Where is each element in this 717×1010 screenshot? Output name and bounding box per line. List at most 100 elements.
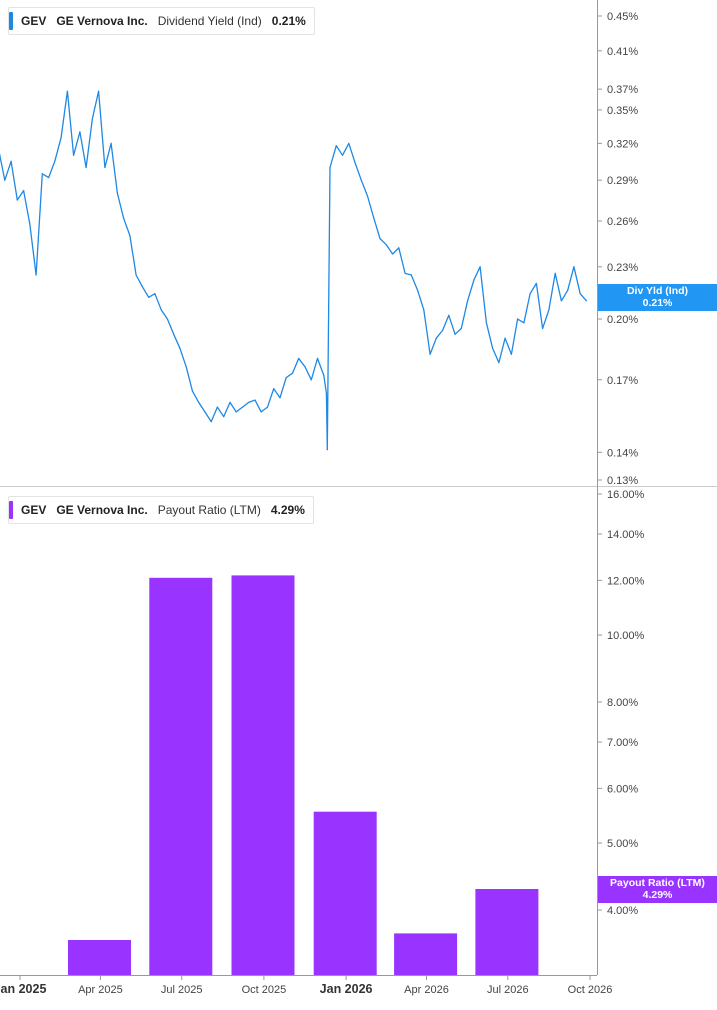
dividend-yield-point	[529, 293, 531, 295]
dividend-yield-point	[460, 327, 462, 330]
dividend-yield-point	[392, 253, 394, 255]
bottom-y-tick-label: 12.00%	[607, 575, 645, 587]
bottom-legend: GEV GE Vernova Inc. Payout Ratio (LTM) 4…	[8, 496, 314, 524]
dividend-yield-point	[191, 390, 193, 392]
dividend-yield-point	[229, 401, 231, 403]
dividend-yield-point	[366, 195, 369, 197]
dividend-yield-point	[4, 179, 6, 181]
top-y-tick-label: 0.14%	[607, 447, 638, 459]
x-tick-label: Jul 2025	[161, 984, 203, 996]
dividend-yield-point	[429, 353, 431, 355]
bottom-y-tick-label: 16.00%	[607, 489, 645, 501]
bottom-y-tick-label: 10.00%	[607, 630, 645, 642]
dividend-yield-point	[98, 90, 100, 92]
dividend-yield-point	[410, 274, 412, 276]
top-y-tick-label: 0.20%	[607, 314, 638, 326]
dividend-yield-point	[473, 279, 475, 281]
dividend-yield-point	[298, 357, 300, 359]
top-badge-label: Div Yld (Ind)	[626, 285, 689, 297]
dividend-yield-point	[423, 309, 425, 311]
dividend-yield-point	[154, 293, 156, 295]
bottom-legend-swatch	[9, 501, 13, 519]
dividend-yield-point	[91, 118, 93, 120]
dividend-yield-point	[498, 362, 500, 364]
dividend-yield-point	[266, 406, 269, 408]
top-legend-company: GE Vernova Inc.	[56, 14, 148, 28]
payout-ratio-bar	[394, 933, 458, 975]
dividend-yield-point	[29, 223, 31, 225]
dividend-yield-point	[485, 322, 487, 324]
dividend-yield-point	[560, 300, 563, 302]
dividend-yield-point	[204, 411, 206, 413]
dividend-yield-point	[492, 347, 494, 349]
dividend-yield-point	[442, 329, 444, 331]
top-y-tick-label: 0.41%	[607, 46, 638, 58]
dividend-yield-point	[435, 337, 437, 339]
payout-ratio-bar	[149, 577, 213, 975]
dividend-yield-point	[373, 217, 375, 219]
dividend-yield-point	[479, 266, 481, 268]
top-legend-value: 0.21%	[271, 14, 306, 28]
x-tick-label: Jan 2025	[0, 982, 46, 996]
payout-ratio-bar	[313, 811, 377, 975]
dividend-yield-point	[504, 337, 506, 339]
dividend-yield-point	[310, 379, 312, 381]
dividend-yield-point	[404, 272, 406, 274]
bottom-y-tick-label: 14.00%	[607, 529, 645, 541]
dividend-yield-point	[129, 235, 131, 237]
dividend-yield-point	[279, 397, 281, 399]
dividend-yield-point	[354, 162, 356, 164]
dividend-yield-point	[304, 366, 306, 368]
dividend-yield-point	[185, 366, 187, 368]
dividend-yield-point	[66, 90, 68, 92]
dividend-yield-point	[85, 166, 87, 169]
dividend-yield-point	[10, 160, 12, 162]
bottom-legend-company: GE Vernova Inc.	[56, 503, 148, 517]
bottom-y-tick-label: 6.00%	[607, 783, 638, 795]
dividend-yield-point	[254, 399, 256, 401]
dividend-yield-point	[510, 353, 512, 355]
dividend-yield-point	[110, 142, 112, 144]
dividend-yield-point	[379, 238, 381, 240]
x-tick-label: Jul 2026	[487, 984, 529, 996]
bottom-y-tick-label: 7.00%	[607, 737, 638, 749]
dividend-yield-point	[398, 247, 400, 249]
dividend-yield-point	[160, 309, 162, 311]
dividend-yield-point	[116, 192, 118, 194]
dividend-yield-point	[123, 217, 125, 219]
dividend-yield-point	[579, 293, 581, 295]
dividend-yield-point	[73, 154, 75, 156]
payout-ratio-bar	[231, 575, 295, 975]
dividend-yield-point	[585, 300, 588, 302]
top-legend-swatch	[9, 12, 13, 30]
dividend-yield-point	[554, 272, 556, 274]
bottom-legend-ticker: GEV	[21, 503, 47, 517]
top-legend-metric: Dividend Yield (Ind)	[157, 14, 262, 28]
dividend-yield-point	[567, 289, 569, 291]
top-legend: GEV GE Vernova Inc. Dividend Yield (Ind)…	[8, 7, 315, 35]
dividend-yield-point	[273, 388, 275, 390]
bottom-value-badge: Payout Ratio (LTM) 4.29%	[598, 876, 717, 903]
bottom-y-tick-label: 4.00%	[607, 905, 638, 917]
top-y-tick-label: 0.23%	[607, 262, 638, 274]
dividend-yield-point	[548, 309, 550, 311]
dividend-yield-point	[260, 411, 262, 413]
top-y-tick-label: 0.32%	[607, 138, 638, 150]
bottom-badge-label: Payout Ratio (LTM)	[610, 877, 705, 889]
dividend-yield-point	[141, 286, 143, 288]
dividend-yield-point	[329, 166, 331, 169]
dividend-yield-point	[248, 401, 250, 403]
bottom-y-tick-label: 5.00%	[607, 838, 638, 850]
dividend-yield-point	[216, 406, 218, 408]
dividend-yield-point	[60, 137, 62, 139]
dividend-yield-point	[417, 289, 419, 291]
dividend-yield-point	[16, 199, 18, 201]
dividend-yield-point	[323, 374, 325, 376]
top-badge-value: 0.21%	[642, 297, 673, 309]
dividend-yield-point	[291, 372, 294, 374]
top-y-tick-label: 0.45%	[607, 11, 638, 23]
top-value-badge: Div Yld (Ind) 0.21%	[598, 284, 717, 311]
dividend-yield-point	[385, 244, 387, 246]
